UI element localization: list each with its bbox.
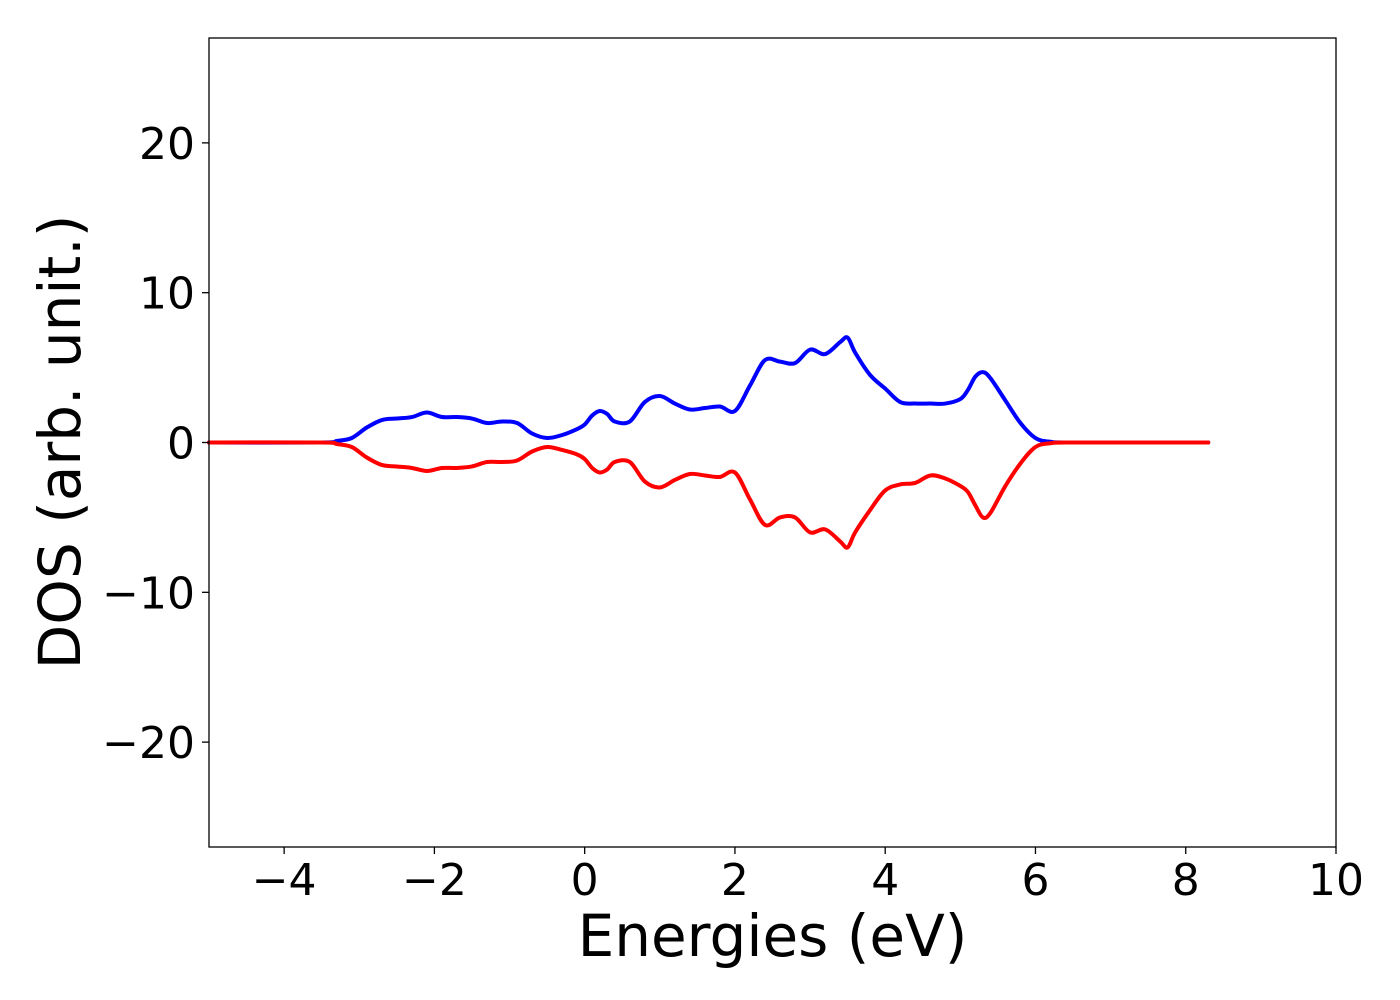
series-layer xyxy=(207,335,1211,550)
x-tick-label: 10 xyxy=(1308,855,1364,906)
x-tick-label: 2 xyxy=(721,855,749,906)
y-tick-label: −10 xyxy=(102,568,195,619)
x-tick-label: 0 xyxy=(571,855,599,906)
plot-frame xyxy=(208,37,1337,848)
y-tick-label: 20 xyxy=(139,119,195,170)
x-tick-label: −2 xyxy=(402,855,467,906)
x-axis-title: Energies (eV) xyxy=(578,902,968,970)
y-tick-label: 10 xyxy=(139,269,195,320)
y-tick-label: 0 xyxy=(167,419,195,470)
y-axis-ticks: −20 −10 0 10 20 xyxy=(102,119,209,769)
series-line-negative xyxy=(207,440,1211,550)
y-tick-label: −20 xyxy=(102,718,195,769)
series-line-positive xyxy=(207,335,1211,445)
y-axis-title: DOS (arb. unit.) xyxy=(26,215,94,670)
x-axis-ticks: −4 −2 0 2 4 6 8 10 xyxy=(252,847,1364,906)
x-tick-label: 8 xyxy=(1172,855,1200,906)
x-tick-label: 6 xyxy=(1021,855,1049,906)
x-tick-label: −4 xyxy=(252,855,317,906)
x-tick-label: 4 xyxy=(871,855,899,906)
